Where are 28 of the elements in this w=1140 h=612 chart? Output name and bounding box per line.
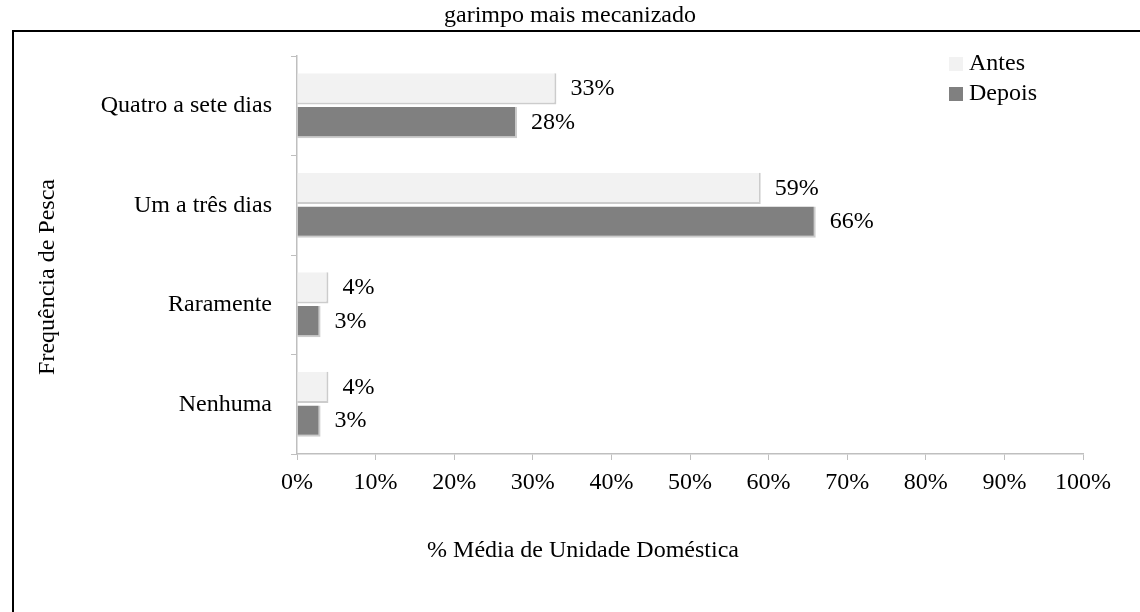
- legend-label: Antes: [969, 49, 1026, 76]
- data-label: 4%: [342, 372, 375, 399]
- x-tick-label: 90%: [982, 467, 1027, 494]
- y-tick-label: Nenhuma: [178, 389, 273, 416]
- data-label: 59%: [774, 173, 819, 200]
- x-axis-title: % Média de Unidade Doméstica: [427, 536, 740, 563]
- x-tick-label: 80%: [903, 467, 948, 494]
- x-tick-label: 100%: [1055, 467, 1111, 494]
- x-tick-label: 40%: [589, 467, 634, 494]
- x-tick-label: 60%: [746, 467, 791, 494]
- y-tick-label: Raramente: [168, 290, 272, 317]
- x-tick-label: 10%: [353, 467, 398, 494]
- x-tick-label: 50%: [668, 467, 712, 494]
- data-label: 3%: [334, 306, 367, 333]
- y-tick-label: Quatro a sete dias: [100, 91, 272, 118]
- chart-title: garimpo mais mecanizado: [443, 0, 697, 28]
- x-tick-label: 70%: [825, 467, 870, 494]
- y-tick-label: Um a três dias: [134, 190, 272, 217]
- data-label: 28%: [531, 107, 576, 134]
- data-label: 33%: [570, 74, 615, 101]
- x-tick-label: 0%: [281, 467, 313, 494]
- x-tick-label: 30%: [510, 467, 555, 494]
- data-label: 4%: [342, 273, 375, 300]
- y-axis-title: Frequência de Pesca: [33, 178, 60, 375]
- legend-label: Depois: [969, 79, 1038, 106]
- data-label: 66%: [829, 207, 874, 234]
- x-tick-label: 20%: [432, 467, 477, 494]
- data-label: 3%: [334, 406, 367, 433]
